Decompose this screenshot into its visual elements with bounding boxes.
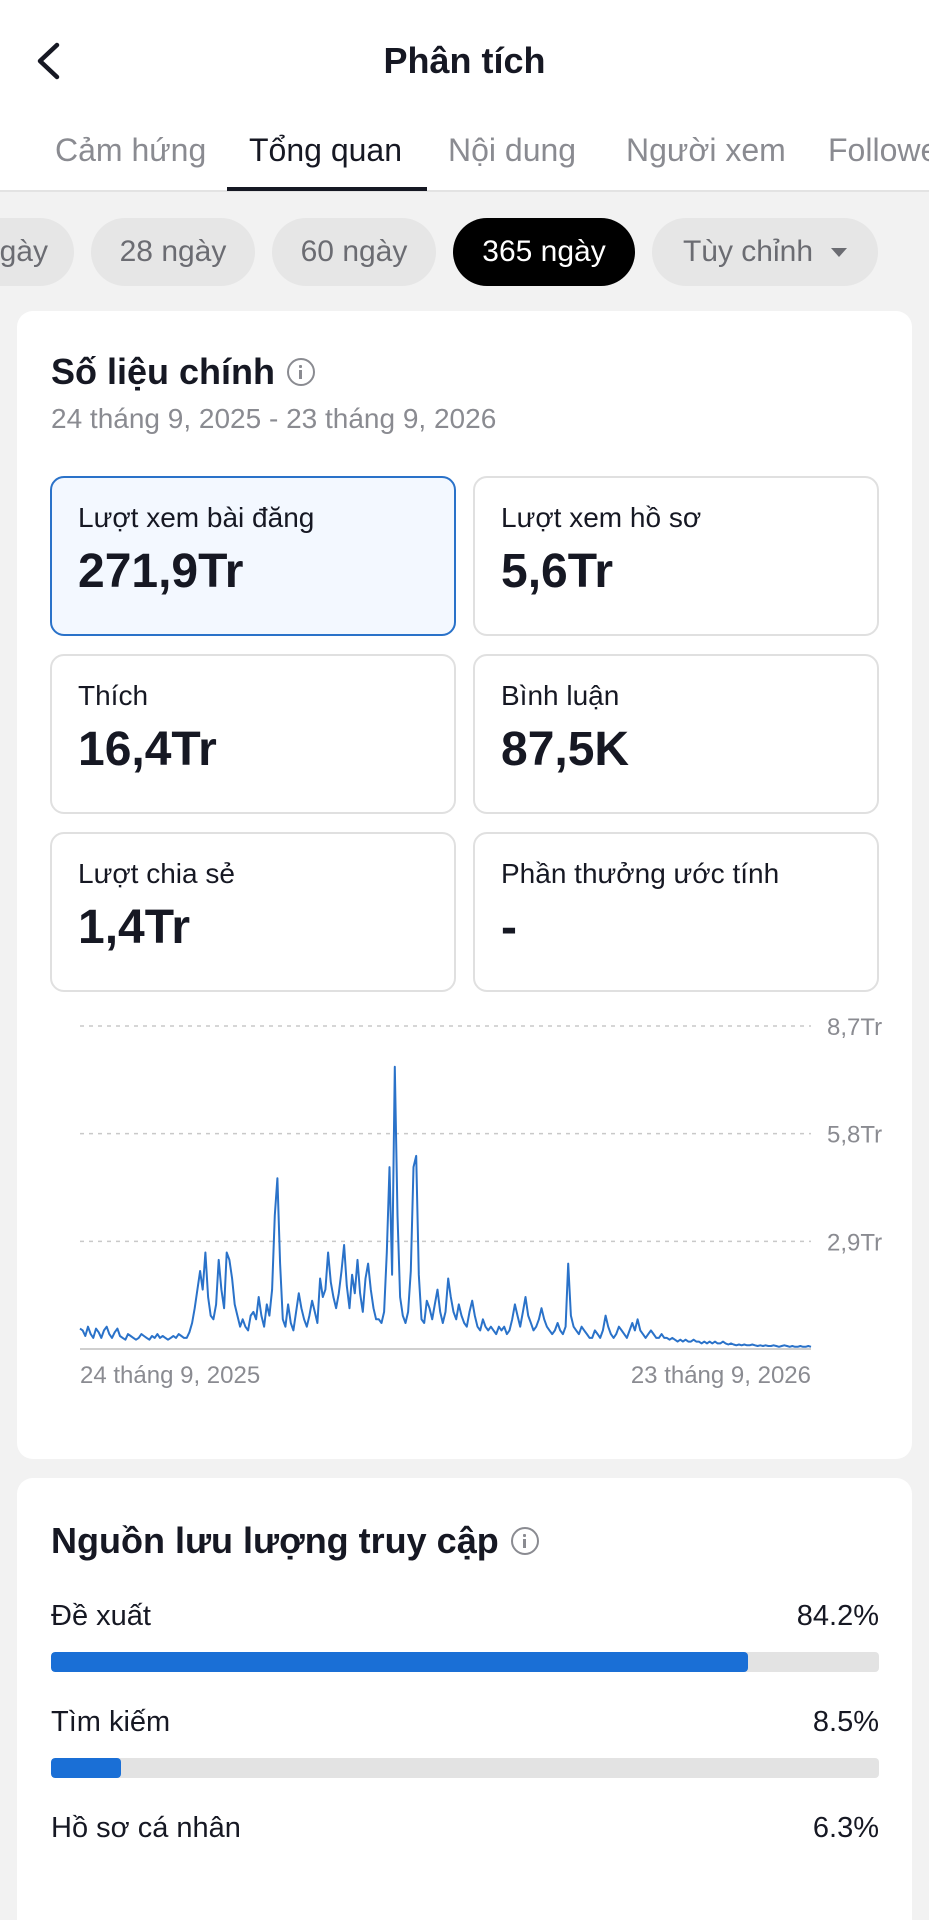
range-chip-28[interactable]: 28 ngày [91, 218, 255, 286]
tab-overview[interactable]: Tổng quan [249, 132, 403, 168]
metric-value: 5,6Tr [501, 545, 614, 598]
traffic-label: Tìm kiếm [51, 1706, 171, 1738]
back-button[interactable] [28, 38, 68, 84]
traffic-label: Đề xuất [51, 1600, 151, 1632]
caret-down-icon [831, 247, 848, 257]
tab-active-indicator [227, 187, 427, 191]
metric-value: 1,4Tr [78, 901, 191, 954]
traffic-bar-track [51, 1758, 879, 1778]
key-metrics-card: Số liệu chính 24 tháng 9, 2025 - 23 thán… [17, 311, 912, 1459]
tab-viewers[interactable]: Người xem [626, 132, 786, 168]
info-icon[interactable] [510, 1527, 539, 1555]
range-chip-label: 60 ngày [300, 235, 408, 268]
metric-likes[interactable]: Thích 16,4Tr [50, 654, 456, 814]
traffic-percent: 6.3% [812, 1812, 879, 1844]
key-metrics-title-text: Số liệu chính [51, 351, 276, 392]
top-bar: Phân tích Cảm hứng Tổng quan Nội dung Ng… [0, 0, 929, 192]
metric-post-views[interactable]: Lượt xem bài đăng 271,9Tr [50, 476, 456, 636]
range-chip-365[interactable]: 365 ngày [453, 218, 635, 286]
metric-estimated-rewards[interactable]: Phần thưởng ước tính - [473, 832, 879, 992]
range-chips: 7 ngày 28 ngày 60 ngày 365 ngày Tùy chỉn… [0, 218, 929, 286]
metric-value: 271,9Tr [78, 545, 244, 598]
metric-comments[interactable]: Bình luận 87,5K [473, 654, 879, 814]
y-tick-label: 5,8Tr [827, 1122, 882, 1149]
range-chip-custom[interactable]: Tùy chỉnh [652, 218, 878, 286]
metric-value: - [501, 901, 517, 954]
traffic-bar-fill [51, 1652, 749, 1672]
tab-inspiration[interactable]: Cảm hứng [55, 132, 207, 168]
tab-content[interactable]: Nội dung [448, 132, 577, 168]
traffic-row-recommended: Đề xuất 84.2% [51, 1600, 879, 1690]
traffic-bar-track [51, 1652, 879, 1672]
traffic-sources-title-text: Nguồn lưu lượng truy cập [51, 1520, 499, 1561]
traffic-percent: 8.5% [812, 1706, 879, 1738]
metric-value: 87,5K [501, 723, 630, 776]
metric-label: Lượt xem bài đăng [78, 502, 315, 533]
line-chart-svg: 2,9Tr 5,8Tr 8,7Tr 24 tháng 9, 2025 23 tháng … [79, 1014, 882, 1389]
metric-shares[interactable]: Lượt chia sẻ 1,4Tr [50, 832, 456, 992]
metric-profile-views[interactable]: Lượt xem hồ sơ 5,6Tr [473, 476, 879, 636]
traffic-bar-fill [51, 1758, 122, 1778]
post-views-chart[interactable]: 2,9Tr 5,8Tr 8,7Tr 24 tháng 9, 2025 23 tháng … [47, 1011, 907, 1431]
tab-bar: Cảm hứng Tổng quan Nội dung Người xem Fo… [0, 124, 929, 192]
traffic-label: Hồ sơ cá nhân [51, 1812, 241, 1844]
x-start-label: 24 tháng 9, 2025 [80, 1362, 260, 1389]
series-line [79, 1065, 812, 1348]
chevron-left-icon [37, 42, 60, 80]
y-tick-label: 8,7Tr [827, 1014, 882, 1041]
metric-label: Lượt chia sẻ [78, 858, 235, 889]
range-chip-label: 28 ngày [119, 235, 227, 268]
traffic-sources-card: Nguồn lưu lượng truy cập Đề xuất 84.2% T… [17, 1478, 912, 1920]
info-icon[interactable] [287, 358, 316, 386]
date-range: 24 tháng 9, 2025 - 23 tháng 9, 2026 [51, 403, 497, 434]
metric-value: 16,4Tr [78, 723, 217, 776]
traffic-row-search: Tìm kiếm 8.5% [51, 1706, 879, 1796]
traffic-row-profile: Hồ sơ cá nhân 6.3% [51, 1812, 879, 1902]
metric-label: Thích [78, 680, 149, 711]
traffic-sources-title: Nguồn lưu lượng truy cập [51, 1520, 539, 1562]
tab-followers[interactable]: Follower [828, 132, 929, 168]
x-end-label: 23 tháng 9, 2026 [631, 1362, 811, 1389]
page-title: Phân tích [383, 40, 546, 81]
key-metrics-title: Số liệu chính [51, 351, 316, 393]
metric-label: Bình luận [501, 680, 620, 711]
traffic-percent: 84.2% [796, 1600, 879, 1632]
range-chip-7[interactable]: 7 ngày [0, 218, 74, 286]
range-chip-label: 7 ngày [0, 235, 48, 268]
range-chip-60[interactable]: 60 ngày [272, 218, 436, 286]
y-tick-label: 2,9Tr [827, 1229, 882, 1256]
range-chip-label: 365 ngày [482, 235, 606, 268]
metric-label: Phần thưởng ước tính [501, 858, 780, 889]
range-chip-label: Tùy chỉnh [682, 235, 814, 268]
metric-label: Lượt xem hồ sơ [501, 502, 702, 533]
